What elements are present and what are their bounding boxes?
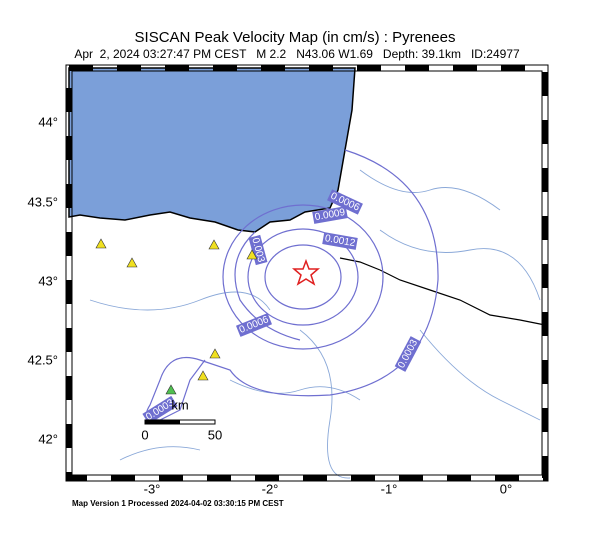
stations xyxy=(95,238,258,395)
lat-label: 42° xyxy=(38,431,58,446)
lat-label: 43.5° xyxy=(27,194,58,209)
map-area: 0.0006 0.0009 0.0012 0.003 0.0006 0.0003… xyxy=(65,64,549,482)
lon-label: -1° xyxy=(381,481,398,496)
lon-label: -3° xyxy=(144,481,161,496)
lon-label: -2° xyxy=(262,481,279,496)
lon-labels: -3° -2° -1° 0° xyxy=(144,481,513,496)
contours xyxy=(146,149,439,421)
contour-label: 0.0012 xyxy=(324,233,356,249)
footer: Map Version 1 Processed 2024-04-02 03:30… xyxy=(72,499,284,508)
scale-unit: km xyxy=(171,397,188,412)
lon-label: 0° xyxy=(500,481,512,496)
rivers xyxy=(89,169,541,479)
contour-label: 0.0009 xyxy=(314,207,346,223)
subtitle: Apr 2, 2024 03:27:47 PM CEST M 2.2 N43.0… xyxy=(74,47,520,61)
border xyxy=(339,257,546,326)
epicenter xyxy=(291,258,321,286)
lat-label: 43° xyxy=(38,273,58,288)
lat-labels: 44° 43.5° 43° 42.5° 42° xyxy=(27,114,58,446)
scale-start: 0 xyxy=(141,427,148,442)
title: SISCAN Peak Velocity Map (in cm/s) : Pyr… xyxy=(135,29,456,46)
frame xyxy=(65,64,549,482)
scale-end: 50 xyxy=(208,427,222,442)
lat-label: 42.5° xyxy=(27,352,58,367)
ocean xyxy=(68,67,356,233)
scale-bar: km 0 50 xyxy=(141,397,222,442)
lat-label: 44° xyxy=(38,114,58,129)
